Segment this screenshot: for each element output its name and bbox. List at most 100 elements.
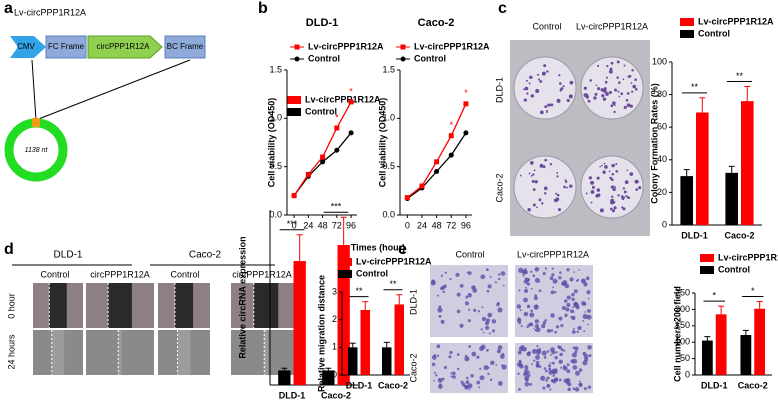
- legend-label: Lv-circPPP1R12A: [698, 16, 774, 26]
- colony: [530, 175, 533, 177]
- cell: [468, 388, 471, 391]
- cell: [477, 310, 481, 313]
- significance-label: *: [335, 112, 339, 122]
- wound-gap: [177, 330, 191, 375]
- colony: [621, 197, 625, 201]
- panel-letter: a: [4, 0, 13, 17]
- colony: [556, 98, 561, 103]
- colony: [542, 165, 546, 169]
- cell: [486, 348, 489, 352]
- colony: [611, 195, 614, 198]
- bar: [293, 261, 306, 385]
- cell: [459, 284, 464, 288]
- cell: [525, 286, 527, 289]
- cell: [569, 277, 574, 282]
- colony: [629, 172, 634, 176]
- cell: [530, 287, 533, 290]
- cell: [550, 313, 555, 318]
- x-tick-label: 96: [461, 220, 471, 230]
- cell: [574, 346, 579, 351]
- marker: [448, 133, 454, 139]
- cell: [534, 266, 540, 272]
- colony: [614, 104, 616, 107]
- cell: [464, 301, 469, 306]
- cell: [544, 267, 548, 270]
- cell: [555, 325, 560, 329]
- cell: [570, 315, 573, 319]
- y-tick-label: 100: [652, 56, 667, 66]
- cell: [496, 349, 502, 354]
- cell: [467, 271, 472, 276]
- cell: [524, 378, 529, 382]
- cell: [433, 371, 437, 374]
- bar: [394, 304, 405, 375]
- plate: [580, 56, 644, 120]
- colony: [617, 90, 620, 93]
- colony: [612, 101, 616, 105]
- cell: [549, 362, 552, 364]
- cell: [483, 331, 485, 334]
- colony: [608, 91, 611, 93]
- colony: [539, 163, 544, 168]
- colony: [603, 162, 606, 165]
- bar: [381, 347, 392, 375]
- y-tick-label: 0.0: [382, 209, 395, 219]
- cell: [535, 304, 539, 308]
- colony: [544, 158, 547, 162]
- cell: [455, 272, 460, 277]
- colony: [589, 79, 592, 82]
- colony: [616, 76, 619, 79]
- colony: [608, 170, 611, 173]
- cell: [524, 381, 530, 387]
- cell: [435, 374, 438, 377]
- legend-swatch: [287, 96, 301, 104]
- cell: [552, 374, 556, 377]
- cell: [563, 378, 568, 384]
- wound-gap: [51, 330, 65, 375]
- colony: [527, 207, 531, 212]
- legend-marker: [400, 56, 406, 62]
- x-tick-label: DLD-1: [701, 380, 728, 390]
- cell: [546, 328, 551, 333]
- y-tick-label: 1.0: [269, 113, 282, 123]
- colony: [546, 70, 549, 73]
- cell: [494, 281, 497, 284]
- bar: [701, 340, 713, 375]
- significance-label: **: [736, 71, 744, 81]
- y-tick-label: 0: [662, 219, 667, 229]
- element-label: circPPP1R12A: [97, 42, 151, 51]
- colony: [530, 161, 534, 165]
- y-tick-label: 1.0: [382, 113, 395, 123]
- colony: [614, 186, 617, 188]
- column-label: Control: [532, 21, 561, 31]
- colony: [546, 111, 548, 114]
- colony: [534, 180, 538, 184]
- cell: [524, 365, 529, 370]
- y-tick-label: 0: [685, 369, 690, 379]
- cell: [487, 312, 493, 318]
- y-tick-label: 40: [657, 154, 667, 164]
- cell: [489, 378, 493, 381]
- cell: [558, 359, 563, 364]
- construct-title: Lv-circPPP1R12A: [14, 7, 86, 17]
- colony: [583, 86, 587, 90]
- colony: [556, 193, 560, 197]
- colony: [610, 104, 614, 108]
- cell: [443, 365, 447, 370]
- cell: [437, 354, 440, 357]
- column-label: Control: [170, 269, 199, 279]
- colony: [523, 98, 527, 102]
- cell: [519, 364, 524, 369]
- element-label: FC Frame: [48, 42, 85, 51]
- cell: [433, 379, 435, 382]
- colony: [596, 64, 600, 68]
- y-axis-label: Colony Formation Rates (%): [649, 83, 659, 204]
- cell: [571, 292, 575, 297]
- cell: [526, 304, 531, 309]
- y-tick-label: 200: [675, 304, 690, 314]
- cell: [471, 351, 477, 357]
- bar: [740, 334, 752, 375]
- cell: [466, 271, 469, 274]
- colony: [631, 68, 634, 72]
- cell: [450, 372, 453, 375]
